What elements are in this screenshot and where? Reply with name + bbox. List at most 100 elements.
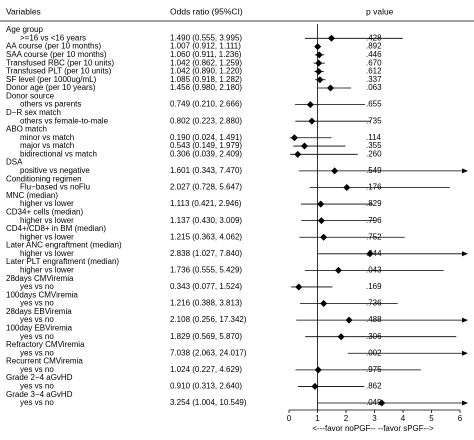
p-value: .829 <box>366 199 382 208</box>
p-value: .169 <box>366 282 382 291</box>
ci-arrow <box>462 168 468 174</box>
p-value: .114 <box>366 133 382 142</box>
odds-ratio-label: 1.042 (0.862, 1.259) <box>170 58 242 67</box>
estimate-marker <box>315 67 323 75</box>
group-label: Age group <box>6 25 43 34</box>
estimate-marker <box>315 59 323 67</box>
estimate-marker <box>317 217 325 225</box>
odds-ratio-label: 1.137 (0.430, 3.009) <box>170 216 242 225</box>
odds-ratio-label: 1.060 (0.911, 1.236) <box>170 50 242 59</box>
estimate-marker <box>315 51 323 59</box>
row-label: major vs match <box>20 141 74 150</box>
x-tick-label: 0 <box>287 414 292 423</box>
ci-arrow <box>462 317 468 323</box>
odds-ratio-label: 0.306 (0.039, 2.409) <box>170 149 242 158</box>
row-label: Donor age (per 10 years) <box>6 83 96 92</box>
row-label: Transfused PLT (per 10 units) <box>6 67 112 76</box>
group-label: 28days CMViremia <box>6 274 74 283</box>
x-tick-label: 2 <box>344 414 349 423</box>
group-label: Donor source <box>6 91 55 100</box>
group-label: 100days CMViremia <box>6 290 78 299</box>
estimate-marker <box>327 34 335 42</box>
estimate-marker <box>308 117 316 125</box>
estimate-marker <box>314 366 322 374</box>
row-label: others vs parents <box>20 100 81 109</box>
estimate-marker <box>345 316 353 324</box>
estimate-marker <box>337 333 345 341</box>
estimate-marker <box>314 43 322 51</box>
odds-ratio-label: 1.601 (0.343, 7.470) <box>170 166 242 175</box>
group-label: Refractory CMViremia <box>6 340 85 349</box>
group-label: Grade 3−4 aGvHD <box>6 390 73 399</box>
row-label: higher vs lower <box>20 232 74 241</box>
odds-ratio-label: 1.490 (0.555, 3.995) <box>170 33 242 42</box>
p-value: .337 <box>366 75 382 84</box>
row-label: bidirectional vs match <box>20 149 97 158</box>
group-label: Grade 2−4 aGvHD <box>6 373 73 382</box>
estimate-marker <box>317 200 325 208</box>
row-label: positive vs negative <box>20 166 90 175</box>
estimate-marker <box>306 101 314 109</box>
row-label: yes vs no <box>20 332 54 341</box>
row-label: higher vs lower <box>20 265 74 274</box>
header-variables: Variables <box>6 6 41 16</box>
estimate-marker <box>295 283 303 291</box>
row-label: AA course (per 10 months) <box>6 42 101 51</box>
odds-ratio-label: 7.038 (2.063, 24.017) <box>170 348 247 357</box>
estimate-marker <box>326 84 334 92</box>
ci-arrow <box>462 251 468 257</box>
group-label: CD34+ cells (median) <box>6 207 83 216</box>
row-label: higher vs lower <box>20 216 74 225</box>
row-label: yes vs no <box>20 365 54 374</box>
p-value: .260 <box>366 149 382 158</box>
odds-ratio-label: 1.024 (0.227, 4.629) <box>170 365 242 374</box>
odds-ratio-label: 1.215 (0.363, 4.062) <box>170 232 242 241</box>
row-label: yes vs no <box>20 382 54 391</box>
p-value: .446 <box>366 50 382 59</box>
p-value: .612 <box>366 67 382 76</box>
p-value: .670 <box>366 58 382 67</box>
x-tick-label: 3 <box>372 414 377 423</box>
odds-ratio-label: 0.343 (0.077, 1.524) <box>170 282 242 291</box>
estimate-marker <box>316 76 324 84</box>
odds-ratio-label: 3.254 (1.004, 10.549) <box>170 398 247 407</box>
group-label: DSA <box>6 158 23 167</box>
estimate-marker <box>290 134 298 142</box>
row-label: others vs female-to-male <box>20 116 109 125</box>
p-value: .655 <box>366 100 382 109</box>
group-label: Recurrent CMViremia <box>6 357 83 366</box>
odds-ratio-label: 0.749 (0.210, 2.666) <box>170 100 242 109</box>
group-label: MNC (median) <box>6 191 58 200</box>
odds-ratio-label: 1.829 (0.569, 5.870) <box>170 332 242 341</box>
odds-ratio-label: 1.456 (0.980, 2.180) <box>170 83 242 92</box>
p-value: .355 <box>366 141 382 150</box>
x-tick-label: 5 <box>429 414 434 423</box>
odds-ratio-label: 1.007 (0.912, 1.111) <box>170 42 241 51</box>
group-label: 100day EBViremia <box>6 324 73 333</box>
row-label: SF level (per 1000ug/mL) <box>6 75 97 84</box>
odds-ratio-label: 0.802 (0.223, 2.880) <box>170 116 242 125</box>
group-label: Conditioning regimen <box>6 174 82 183</box>
odds-ratio-label: 2.838 (1.027, 7.840) <box>170 249 242 258</box>
group-label: CD4+/CD8+ in BM (median) <box>6 224 106 233</box>
odds-ratio-label: 1.085 (0.918, 1.282) <box>170 75 242 84</box>
odds-ratio-label: 1.113 (0.421, 2.946) <box>170 199 242 208</box>
x-tick-label: 6 <box>458 414 463 423</box>
odds-ratio-label: 1.042 (0.890, 1.220) <box>170 67 242 76</box>
estimate-marker <box>300 142 308 150</box>
p-value: .862 <box>366 382 382 391</box>
estimate-marker <box>320 233 328 241</box>
odds-ratio-label: 0.190 (0.024, 1.491) <box>170 133 242 142</box>
estimate-marker <box>334 266 342 274</box>
odds-ratio-label: 2.108 (0.256, 17.342) <box>170 315 247 324</box>
estimate-marker <box>294 150 302 158</box>
estimate-marker <box>331 167 339 175</box>
row-label: yes vs no <box>20 299 54 308</box>
estimate-marker <box>311 382 319 390</box>
odds-ratio-label: 0.543 (0.149, 1.979) <box>170 141 242 150</box>
footnote: <---favor noPGF-- --favor sPGF--> <box>312 424 434 433</box>
odds-ratio-label: 1.736 (0.555, 5.429) <box>170 265 242 274</box>
header-p-value: p value <box>366 6 394 16</box>
p-value: .735 <box>366 116 382 125</box>
